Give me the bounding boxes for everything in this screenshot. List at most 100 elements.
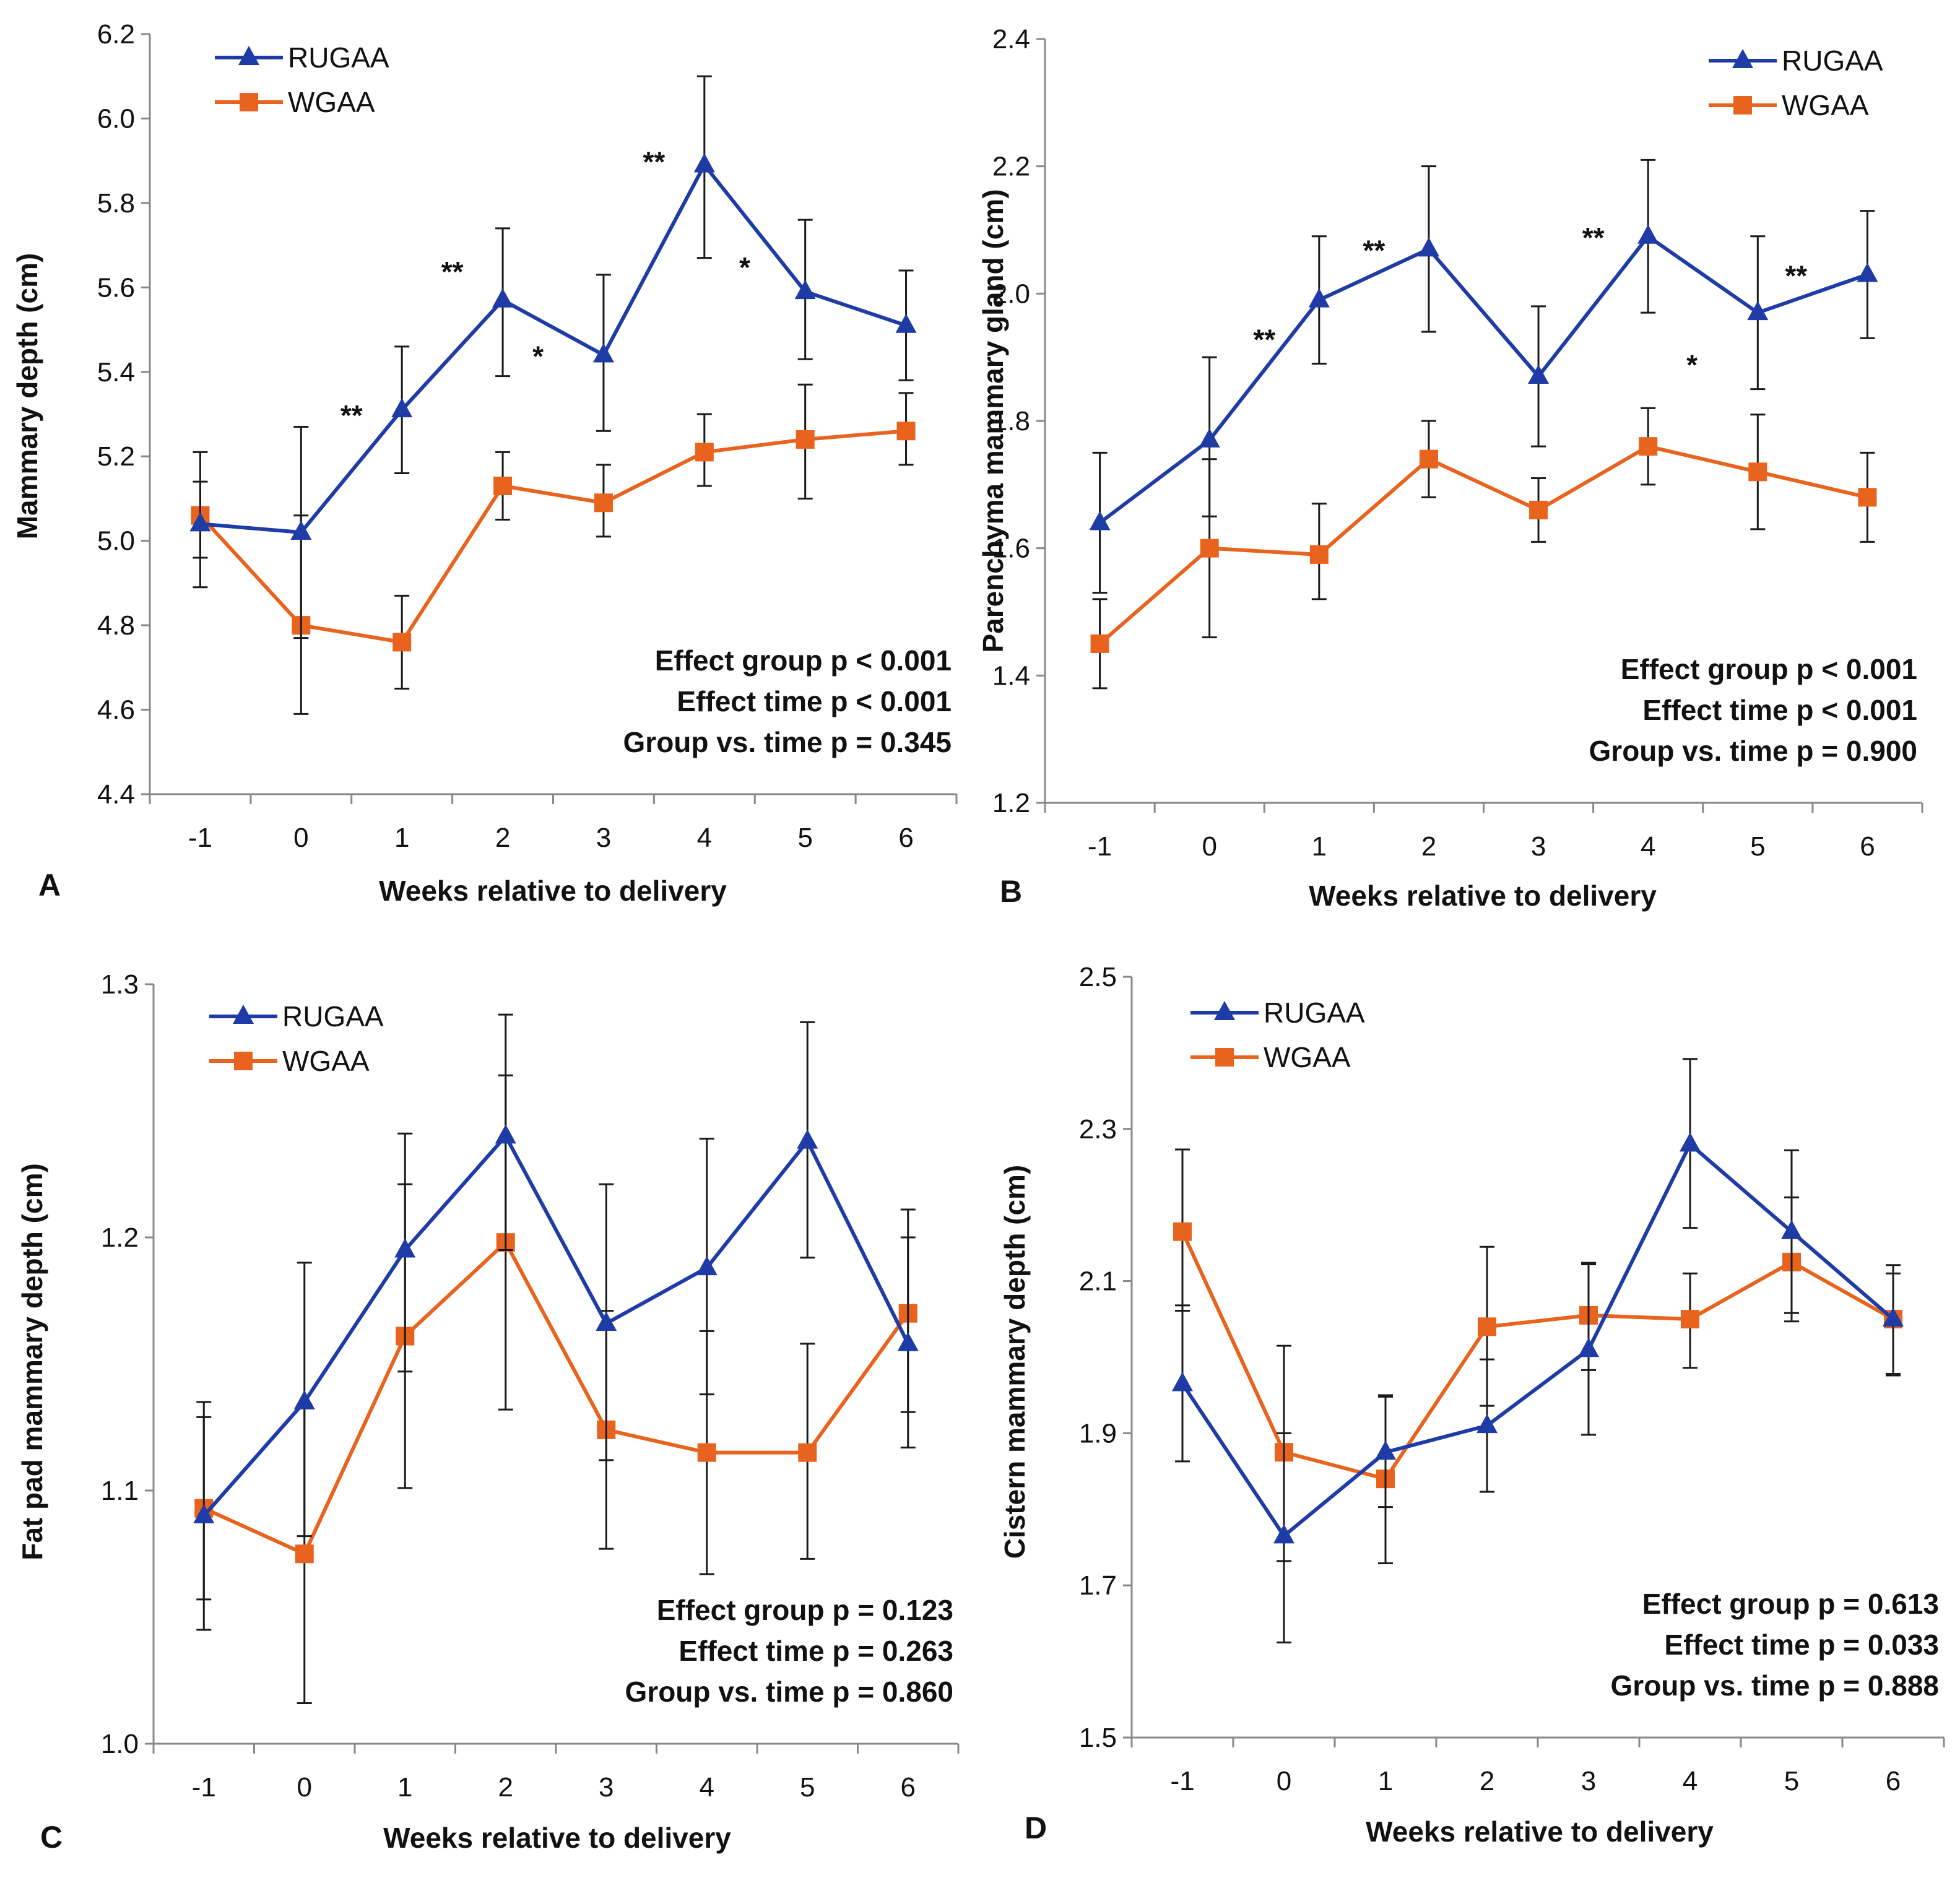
data-point-square <box>1639 437 1658 456</box>
x-tick-label: 4 <box>700 1772 714 1803</box>
data-point-triangle <box>193 1504 215 1523</box>
y-tick-label: 1.1 <box>101 1476 139 1506</box>
series-line <box>1181 1142 1894 1538</box>
data-point-triangle <box>696 1256 718 1276</box>
series-rugaa <box>189 75 917 639</box>
data-point-triangle <box>1273 1524 1294 1544</box>
data-point-square <box>1478 1317 1496 1336</box>
series-line <box>200 163 907 535</box>
data-point-square <box>796 430 815 449</box>
x-tick-label: 5 <box>1750 831 1765 862</box>
x-tick-label: 6 <box>1886 1766 1901 1796</box>
data-point-square <box>1200 539 1219 558</box>
x-tick-label: 6 <box>1860 831 1875 862</box>
data-point-triangle <box>1089 511 1111 530</box>
data-point-square <box>896 422 916 441</box>
stats-line: Effect group p = 0.123 <box>657 1594 953 1626</box>
stats-line: Effect time p < 0.001 <box>677 685 952 717</box>
y-tick-label: 1.7 <box>1079 1570 1117 1601</box>
legend: RUGAA WGAA <box>209 1000 384 1077</box>
x-axis-title: Weeks relative to delivery <box>383 1822 731 1854</box>
legend-label-rugaa: RUGAA <box>1782 45 1883 77</box>
data-point-triangle <box>495 1124 516 1144</box>
legend-marker-triangle <box>1214 1001 1235 1020</box>
x-tick-label: 2 <box>1421 831 1436 862</box>
y-tick-label: 2.2 <box>992 152 1030 182</box>
panel-c: 1.0 1.1 1.2 1.3 -1 0 1 2 3 4 5 6 Fat pad mammary dep… <box>16 969 960 1855</box>
x-tick-label: 3 <box>1581 1766 1596 1796</box>
y-tick-label: 5.2 <box>97 441 135 472</box>
y-tick-label: 4.6 <box>97 695 135 725</box>
y-tick-label: 2.4 <box>992 24 1030 54</box>
y-tick-label: 6.0 <box>97 103 135 134</box>
panel-letter: C <box>40 1820 63 1855</box>
series-line <box>1181 1231 1894 1481</box>
data-point-triangle <box>290 521 312 540</box>
y-tick-label: 1.2 <box>101 1223 139 1253</box>
x-tick-label: -1 <box>188 823 212 853</box>
stats-line: Group vs. time p = 0.860 <box>625 1676 953 1708</box>
x-tick-label: 5 <box>800 1772 815 1803</box>
stats-line: Effect group p < 0.001 <box>1621 653 1917 685</box>
panel-b: 1.2 1.4 1.6 1.8 2.0 2.2 2.4 -1 0 1 2 3 4 5 6 Parenchyma… <box>977 24 1923 912</box>
y-tick-label: 1.9 <box>1079 1418 1117 1448</box>
x-tick-label: 6 <box>901 1772 916 1803</box>
x-tick-label: 6 <box>898 823 913 853</box>
stats-line: Effect group p < 0.001 <box>655 644 952 677</box>
y-tick-label: 1.6 <box>992 534 1030 564</box>
x-tick-label: -1 <box>1088 831 1112 862</box>
y-tick-label: 1.0 <box>101 1729 139 1759</box>
data-point-square <box>493 476 513 495</box>
stats-line: Group vs. time p = 0.900 <box>1589 735 1917 767</box>
legend-marker-triangle <box>238 46 259 65</box>
data-point-triangle <box>189 512 211 532</box>
x-tick-label: 5 <box>1784 1766 1799 1796</box>
legend-marker-square <box>1215 1048 1234 1067</box>
data-point-triangle <box>1528 365 1550 384</box>
legend-marker-square <box>1733 96 1752 115</box>
data-point-triangle <box>1308 288 1330 308</box>
stats-line: Effect time p < 0.001 <box>1642 694 1917 726</box>
y-tick-label: 2.3 <box>1079 1114 1117 1145</box>
legend-label-rugaa: RUGAA <box>282 1000 384 1032</box>
data-point-triangle <box>1857 262 1878 282</box>
significance-marker: ** <box>1582 222 1605 254</box>
series-line <box>1098 444 1868 646</box>
significance-marker: ** <box>1253 323 1275 355</box>
data-point-triangle <box>592 343 614 363</box>
x-tick-label: 0 <box>1277 1766 1291 1796</box>
data-point-square <box>695 443 714 462</box>
data-point-triangle <box>492 288 514 308</box>
legend-marker-square <box>240 93 258 111</box>
x-axis-title: Weeks relative to delivery <box>379 875 727 907</box>
x-tick-label: -1 <box>1170 1766 1194 1796</box>
legend-label-wgaa: WGAA <box>282 1045 370 1077</box>
data-point-square <box>295 1544 314 1564</box>
data-point-square <box>1681 1310 1699 1329</box>
x-tick-label: 3 <box>596 823 611 853</box>
data-point-triangle <box>596 1312 617 1331</box>
data-point-square <box>594 493 613 513</box>
series-rugaa <box>193 1013 919 1631</box>
data-point-triangle <box>1883 1307 1904 1327</box>
data-point-triangle <box>1172 1372 1193 1392</box>
y-tick-label: 1.5 <box>1079 1723 1117 1753</box>
data-point-square <box>1090 634 1109 653</box>
x-tick-label: 4 <box>1683 1766 1698 1796</box>
y-axis-title: Fat pad mammary depth (cm) <box>16 1163 48 1561</box>
data-point-triangle <box>1578 1338 1599 1357</box>
data-point-triangle <box>797 1129 818 1149</box>
data-point-triangle <box>1375 1440 1396 1460</box>
stats-line: Group vs. time p = 0.888 <box>1611 1669 1939 1702</box>
x-tick-label: 0 <box>1202 831 1216 862</box>
y-tick-label: 1.3 <box>101 969 139 1000</box>
y-tick-label: 5.4 <box>97 357 135 387</box>
data-point-square <box>1419 449 1438 469</box>
y-tick-label: 2.0 <box>992 279 1030 309</box>
legend: RUGAA WGAA <box>215 41 389 118</box>
x-tick-label: 1 <box>1312 831 1327 862</box>
data-point-triangle <box>693 153 715 173</box>
data-point-triangle <box>1418 237 1439 257</box>
